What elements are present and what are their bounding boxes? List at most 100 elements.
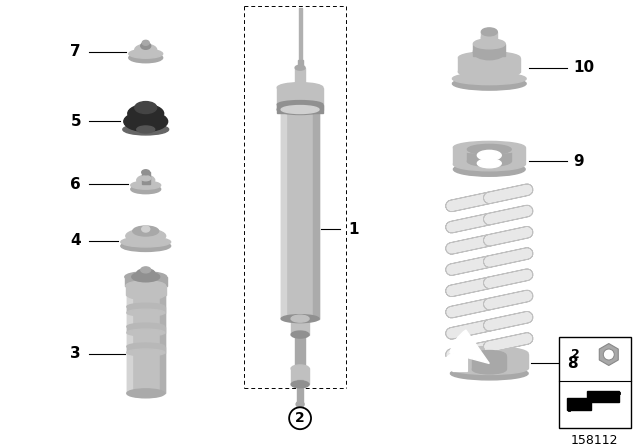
Ellipse shape (452, 77, 526, 90)
Text: 7: 7 (70, 44, 81, 59)
Ellipse shape (451, 367, 528, 380)
Ellipse shape (467, 156, 511, 166)
Ellipse shape (121, 237, 171, 247)
Ellipse shape (127, 290, 164, 300)
Ellipse shape (458, 65, 520, 79)
Bar (313, 110, 319, 319)
Text: 9: 9 (573, 154, 584, 169)
Ellipse shape (481, 33, 497, 43)
Ellipse shape (477, 159, 501, 168)
Ellipse shape (291, 365, 309, 372)
Circle shape (604, 349, 614, 360)
Ellipse shape (141, 267, 150, 273)
Ellipse shape (129, 49, 163, 58)
Text: 2: 2 (571, 348, 580, 361)
Ellipse shape (277, 101, 323, 108)
Ellipse shape (296, 412, 303, 417)
Bar (295, 68, 305, 88)
Ellipse shape (281, 106, 319, 113)
Ellipse shape (281, 314, 319, 323)
Bar (559, 336, 630, 428)
Text: 5: 5 (70, 114, 81, 129)
Bar (281, 110, 286, 319)
Ellipse shape (126, 281, 166, 291)
Ellipse shape (452, 73, 526, 85)
Ellipse shape (467, 144, 511, 155)
Polygon shape (567, 391, 619, 410)
Bar (127, 295, 164, 393)
Ellipse shape (141, 176, 150, 181)
Ellipse shape (296, 401, 304, 407)
Ellipse shape (126, 229, 166, 243)
Bar (127, 327, 164, 332)
Bar (474, 44, 505, 56)
Bar (277, 88, 323, 110)
Ellipse shape (291, 381, 309, 388)
Bar (297, 380, 303, 405)
Bar (127, 347, 164, 353)
Bar (458, 58, 520, 72)
Ellipse shape (129, 53, 163, 63)
Circle shape (289, 407, 311, 429)
Ellipse shape (124, 112, 168, 131)
Ellipse shape (142, 40, 149, 45)
Ellipse shape (127, 303, 164, 310)
Ellipse shape (291, 315, 309, 322)
Ellipse shape (477, 151, 501, 160)
Ellipse shape (135, 102, 157, 113)
Ellipse shape (121, 241, 171, 251)
Ellipse shape (137, 269, 155, 277)
Ellipse shape (125, 272, 166, 282)
Ellipse shape (472, 365, 506, 374)
Ellipse shape (132, 226, 159, 236)
Text: 2: 2 (295, 411, 305, 425)
Ellipse shape (451, 362, 528, 375)
Text: 3: 3 (70, 346, 81, 361)
Ellipse shape (127, 309, 164, 316)
Bar (159, 295, 164, 393)
Bar (453, 147, 525, 164)
Polygon shape (599, 344, 618, 366)
Polygon shape (442, 352, 467, 371)
Bar (467, 149, 511, 161)
Bar (451, 353, 528, 368)
Ellipse shape (131, 185, 161, 194)
Bar (125, 277, 166, 286)
Text: 4: 4 (70, 233, 81, 249)
Bar (127, 307, 164, 313)
Bar (126, 286, 166, 295)
Text: 10: 10 (573, 60, 594, 75)
Ellipse shape (128, 104, 164, 122)
Bar (291, 319, 309, 335)
Ellipse shape (472, 350, 506, 361)
Ellipse shape (481, 28, 497, 36)
Ellipse shape (277, 104, 323, 115)
Wedge shape (450, 330, 490, 363)
Ellipse shape (127, 389, 164, 398)
Ellipse shape (451, 347, 528, 361)
Bar (298, 60, 303, 70)
Bar (295, 331, 305, 370)
Ellipse shape (474, 39, 505, 49)
Ellipse shape (295, 85, 305, 90)
Ellipse shape (277, 82, 323, 93)
Ellipse shape (123, 124, 168, 135)
Bar (281, 110, 319, 319)
Ellipse shape (141, 226, 150, 232)
Ellipse shape (453, 142, 525, 153)
Ellipse shape (474, 44, 505, 60)
Ellipse shape (453, 158, 525, 171)
Ellipse shape (458, 52, 520, 64)
Ellipse shape (127, 349, 164, 356)
Bar (299, 8, 301, 63)
Ellipse shape (137, 126, 155, 133)
Text: 1: 1 (348, 221, 358, 237)
Bar (298, 404, 302, 414)
Ellipse shape (135, 44, 157, 55)
Ellipse shape (453, 162, 525, 176)
Ellipse shape (132, 272, 159, 282)
Ellipse shape (141, 170, 150, 175)
Ellipse shape (127, 329, 164, 336)
Bar (277, 104, 323, 112)
Bar (141, 172, 150, 184)
